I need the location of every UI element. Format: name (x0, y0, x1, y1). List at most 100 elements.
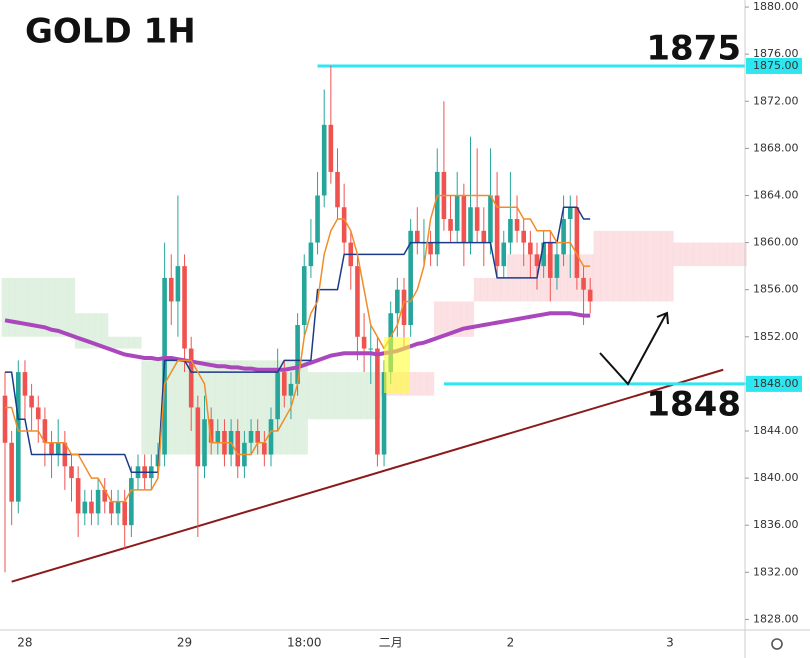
y-tick-label: 1872.00 (753, 94, 799, 107)
cloud (314, 372, 322, 420)
candle-body (22, 372, 28, 396)
candle-body (508, 219, 513, 243)
cloud (739, 242, 747, 267)
candle-body (95, 489, 101, 514)
settings-icon[interactable] (771, 638, 783, 650)
cloud (653, 230, 661, 302)
candle-body (501, 242, 507, 267)
x-tick-label: 2 (507, 636, 515, 650)
cloud (261, 360, 268, 455)
cloud (719, 242, 727, 267)
level-annotation: 1848 (646, 384, 741, 424)
candle-body (235, 430, 241, 467)
cloud (666, 230, 674, 302)
level-price-box (746, 57, 802, 74)
cloud (447, 301, 455, 337)
candle-body (275, 372, 280, 420)
candle-body (468, 207, 473, 243)
cloud (147, 360, 155, 455)
cloud (227, 360, 235, 455)
cloud (367, 372, 375, 420)
candle-body (42, 419, 48, 443)
candle-body (561, 219, 566, 255)
cloud (34, 277, 42, 337)
candle-body (514, 219, 520, 231)
level-price-label: 1848.00 (753, 377, 799, 390)
cloud (620, 230, 628, 302)
candle-body (494, 195, 500, 267)
y-tick-label: 1880.00 (753, 0, 799, 13)
cloud (433, 301, 441, 337)
cloud (300, 360, 308, 455)
y-tick-label: 1832.00 (753, 565, 799, 578)
cloud (68, 277, 76, 337)
cloud (8, 277, 16, 337)
cloud (726, 242, 734, 267)
candle-body (122, 501, 127, 526)
candle-body (208, 419, 214, 443)
cloud (633, 230, 641, 302)
cloud (487, 277, 495, 302)
y-tick-label: 1868.00 (753, 141, 799, 154)
candle-body (335, 171, 340, 208)
cloud (706, 242, 714, 267)
y-tick-label: 1860.00 (753, 236, 799, 249)
cloud (21, 277, 29, 337)
candle-body (301, 266, 307, 326)
candle-body (488, 195, 493, 243)
candle-body (395, 289, 400, 314)
candle-body (195, 407, 201, 467)
candle-body (415, 230, 420, 243)
candle-body (109, 501, 114, 514)
cloud (94, 313, 102, 349)
level-price-label: 1875.00 (753, 59, 799, 72)
candle-body (554, 254, 560, 278)
cloud (560, 254, 568, 302)
cloud (673, 242, 681, 267)
cloud (221, 360, 229, 455)
x-tick-label: 3 (666, 636, 674, 650)
candle-body (341, 207, 347, 243)
cloud (154, 360, 162, 455)
level-annotation: 1875 (646, 28, 741, 68)
cloud (74, 313, 82, 349)
candle-body (188, 348, 194, 408)
candle-body (361, 336, 367, 349)
cloud (294, 360, 302, 455)
candle-body (481, 230, 487, 243)
cloud (413, 372, 421, 396)
cloud (121, 336, 129, 349)
y-tick-label: 1864.00 (753, 188, 799, 201)
candle-body (115, 501, 121, 514)
cloud (167, 360, 175, 455)
candle-body (82, 501, 88, 514)
cloud (241, 360, 249, 455)
cloud (101, 313, 109, 349)
cloud (114, 336, 122, 349)
cloud (134, 336, 142, 349)
cloud (427, 372, 435, 396)
candle-body (401, 289, 407, 326)
y-tick-label: 1852.00 (753, 330, 799, 343)
cloud (640, 230, 648, 302)
cloud (733, 242, 741, 267)
cloud (181, 360, 189, 455)
cloud (613, 230, 621, 302)
chart-title: GOLD 1H (25, 12, 196, 52)
candle-body (461, 195, 467, 243)
candle-body (548, 242, 553, 278)
cloud (360, 372, 368, 420)
cloud (340, 372, 348, 420)
arrow-head (656, 311, 669, 325)
indicator-line (5, 206, 591, 473)
candle-body (89, 501, 94, 514)
y-tick-label: 1876.00 (753, 47, 799, 60)
candle-body (321, 124, 327, 196)
cloud (354, 372, 362, 420)
candle-body (262, 442, 267, 455)
candle-body (168, 277, 174, 302)
cloud (460, 301, 468, 337)
candle-body (255, 430, 260, 443)
candle-body (282, 372, 287, 396)
candle-body (528, 242, 533, 255)
